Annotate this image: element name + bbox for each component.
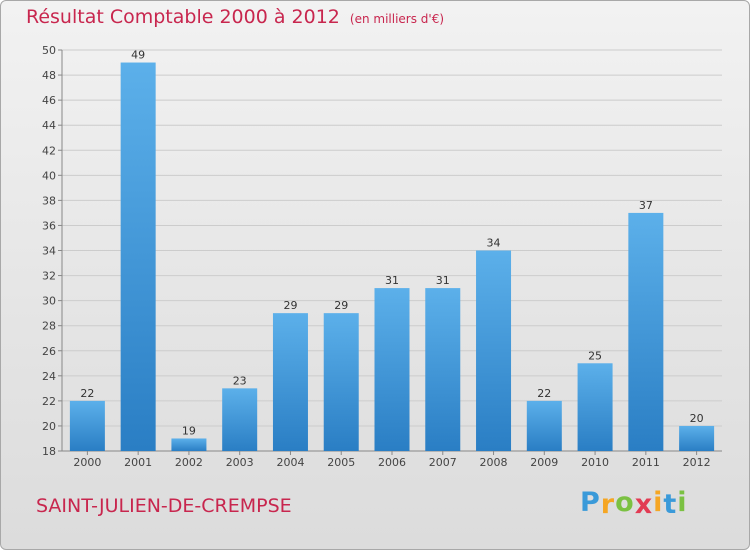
y-tick-label: 38 [42,194,56,207]
y-tick-label: 46 [42,94,56,107]
bar [425,288,461,451]
y-tick-label: 26 [42,345,56,358]
y-tick-label: 24 [42,370,56,383]
x-tick-label: 2007 [429,456,457,469]
bar [679,425,715,451]
chart-title: Résultat Comptable 2000 à 2012 (en millie… [26,6,444,28]
logo-letter: x [634,489,654,520]
bar [222,388,258,451]
data-label: 37 [639,199,653,212]
logo-letter: t [663,489,678,520]
logo-letter: P [580,487,601,518]
logo-letter: r [600,489,616,520]
bar [171,438,207,451]
x-tick-label: 2011 [632,456,660,469]
x-tick-label: 2005 [327,456,355,469]
commune-name: SAINT-JULIEN-DE-CREMPSE [36,495,292,517]
x-tick-label: 2008 [480,456,508,469]
data-label: 19 [182,424,196,437]
x-tick-label: 2001 [124,456,152,469]
x-tick-label: 2006 [378,456,406,469]
y-tick-label: 30 [42,295,56,308]
logo-letter: o [615,487,635,518]
title-text: Résultat Comptable 2000 à 2012 [26,6,340,28]
data-label: 31 [436,274,450,287]
data-labels: 22 49 19 23 29 29 31 31 34 22 25 37 20 [80,49,703,438]
x-tick-label: 2002 [175,456,203,469]
bar [526,400,562,451]
data-label: 34 [487,237,501,250]
x-tick-label: 2009 [530,456,558,469]
y-tick-label: 32 [42,270,56,283]
data-label: 29 [334,299,348,312]
y-tick-label: 22 [42,395,56,408]
data-label: 29 [283,299,297,312]
y-tick-labels: 18 20 22 24 26 28 30 32 34 36 38 40 42 44 46 48 50 [42,44,56,458]
data-label: 22 [537,387,551,400]
x-tick-label: 2003 [226,456,254,469]
bar [476,250,512,451]
y-tick-label: 42 [42,144,56,157]
bar [374,288,410,451]
bar [120,62,156,451]
y-tick-label: 34 [42,245,56,258]
x-tick-label: 2004 [276,456,304,469]
y-tick-label: 36 [42,219,56,232]
bar [69,400,105,451]
data-label: 25 [588,349,602,362]
y-tick-label: 18 [42,445,56,458]
bar [628,212,664,451]
y-tick-label: 44 [42,119,56,132]
unit-note: (en milliers d'€) [349,12,445,26]
data-label: 31 [385,274,399,287]
proxiti-logo: Proxiti [580,487,688,520]
x-tick-label: 2000 [73,456,101,469]
y-tick-label: 20 [42,420,56,433]
logo-letter: i [677,487,688,518]
data-label: 22 [80,387,94,400]
y-tick-label: 28 [42,320,56,333]
bar [577,363,613,451]
bar [323,313,359,451]
y-tick-label: 48 [42,69,56,82]
y-tick-label: 40 [42,169,56,182]
y-tick-label: 50 [42,44,56,57]
x-tick-label: 2012 [683,456,711,469]
bars [69,62,715,451]
data-label: 20 [690,412,704,425]
data-label: 49 [131,49,145,62]
bar [272,313,308,451]
x-tick-labels: 2000 2001 2002 2003 2004 2005 2006 2007 2008 2009… [73,451,711,469]
x-tick-label: 2010 [581,456,609,469]
data-label: 23 [233,374,247,387]
logo-letter: i [653,487,664,518]
